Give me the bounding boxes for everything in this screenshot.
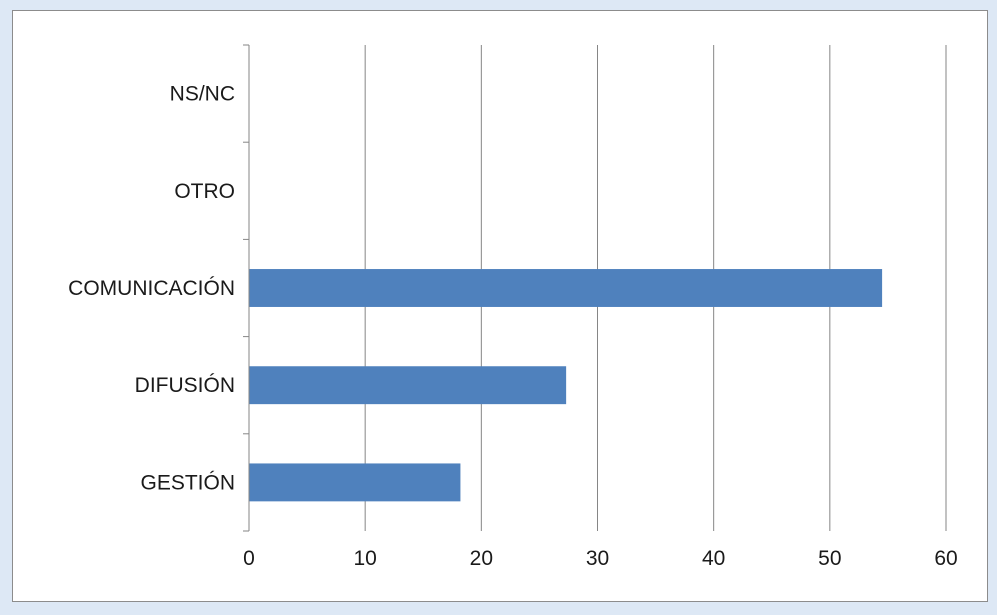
category-label-2: COMUNICACIÓN <box>68 277 235 300</box>
chart-frame: GESTIÓN DIFUSIÓN COMUNICACIÓN OTRO NS/NC 0 10 2… <box>12 10 988 602</box>
category-label-3: OTRO <box>174 180 235 203</box>
category-label-0: GESTIÓN <box>140 471 235 494</box>
bar-0 <box>249 463 461 502</box>
bars <box>249 269 883 502</box>
x-tick-label-10: 10 <box>353 547 376 570</box>
x-tick-label-20: 20 <box>470 547 493 570</box>
bar-chart: GESTIÓN DIFUSIÓN COMUNICACIÓN OTRO NS/NC 0 10 2… <box>68 44 958 570</box>
axes <box>243 44 250 532</box>
x-tick-label-30: 30 <box>586 547 609 570</box>
x-tick-label-60: 60 <box>934 547 957 570</box>
category-label-1: DIFUSIÓN <box>135 374 235 397</box>
bar-1 <box>249 366 567 405</box>
bar-2 <box>249 269 883 307</box>
x-tick-label-0: 0 <box>243 547 255 570</box>
x-tick-label-50: 50 <box>818 547 841 570</box>
category-label-4: NS/NC <box>170 83 235 106</box>
labels: GESTIÓN DIFUSIÓN COMUNICACIÓN OTRO NS/NC 0 10 2… <box>68 83 958 570</box>
x-tick-label-40: 40 <box>702 547 725 570</box>
